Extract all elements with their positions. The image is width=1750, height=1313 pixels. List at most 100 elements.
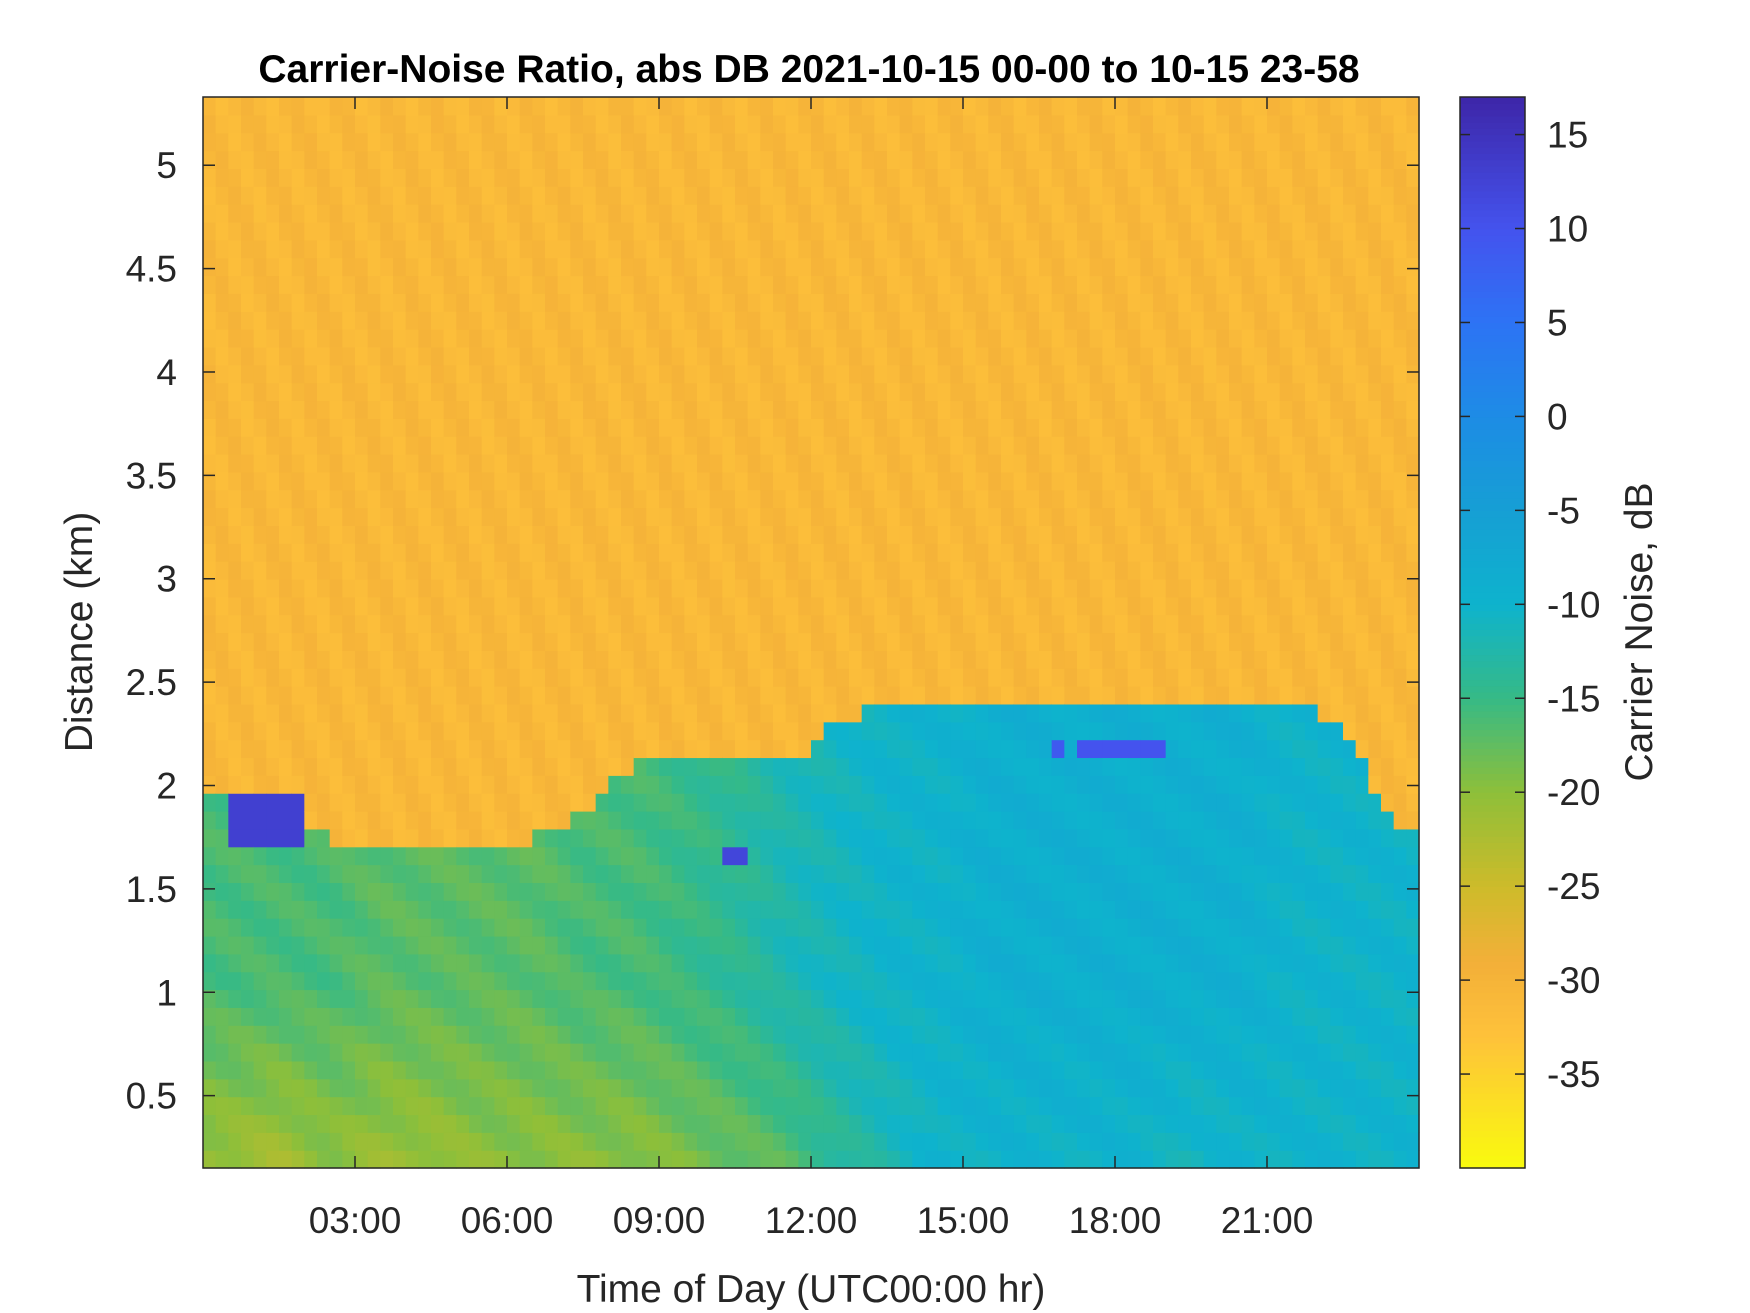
heatmap-cell xyxy=(608,828,622,848)
heatmap-cell xyxy=(405,311,419,330)
heatmap-cell xyxy=(887,1096,901,1116)
heatmap-cell xyxy=(1165,293,1179,312)
heatmap-cell xyxy=(785,346,799,366)
heatmap-cell xyxy=(950,471,964,491)
heatmap-cell xyxy=(621,596,635,616)
heatmap-cell xyxy=(646,168,660,187)
heatmap-cell xyxy=(1001,382,1015,402)
heatmap-cell xyxy=(722,614,736,634)
heatmap-cell xyxy=(836,400,850,419)
heatmap-cell xyxy=(1203,918,1217,937)
heatmap-cell xyxy=(633,507,647,526)
heatmap-cell xyxy=(507,561,521,580)
heatmap-cell xyxy=(519,971,533,991)
heatmap-cell xyxy=(1077,489,1091,509)
heatmap-cell xyxy=(760,578,774,598)
heatmap-cell xyxy=(456,257,470,277)
heatmap-cell xyxy=(1089,382,1103,402)
heatmap-cell xyxy=(431,239,445,259)
heatmap-cell xyxy=(1165,97,1179,116)
heatmap-cell xyxy=(798,454,812,473)
heatmap-cell xyxy=(215,364,229,384)
heatmap-cell xyxy=(583,507,597,526)
heatmap-cell xyxy=(621,1043,635,1062)
heatmap-cell xyxy=(1001,561,1015,580)
heatmap-cell xyxy=(1216,721,1230,741)
heatmap-cell xyxy=(405,935,419,955)
heatmap-cell xyxy=(836,382,850,402)
heatmap-cell xyxy=(887,543,901,562)
heatmap-cell xyxy=(735,186,749,205)
heatmap-cell xyxy=(443,614,457,634)
heatmap-cell xyxy=(304,1007,318,1026)
heatmap-cell xyxy=(570,150,584,169)
heatmap-cell xyxy=(266,489,280,509)
heatmap-cell xyxy=(671,739,685,759)
heatmap-cell xyxy=(811,329,825,348)
heatmap-cell xyxy=(1127,632,1141,651)
heatmap-cell xyxy=(431,721,445,741)
heatmap-cell xyxy=(241,1132,255,1151)
heatmap-cell xyxy=(823,811,837,830)
heatmap-cell xyxy=(418,828,432,848)
heatmap-cell xyxy=(532,1150,546,1169)
heatmap-cell xyxy=(874,311,888,330)
heatmap-cell xyxy=(1039,1132,1053,1151)
heatmap-cell xyxy=(646,739,660,759)
heatmap-cell xyxy=(1153,632,1167,651)
heatmap-cell xyxy=(329,293,343,312)
heatmap-cell xyxy=(887,364,901,384)
heatmap-cell xyxy=(545,132,559,152)
heatmap-cell xyxy=(1165,168,1179,187)
heatmap-cell xyxy=(887,114,901,134)
heatmap-cell xyxy=(697,364,711,384)
heatmap-cell xyxy=(1064,543,1078,562)
heatmap-cell xyxy=(595,668,609,687)
heatmap-cell xyxy=(798,168,812,187)
heatmap-cell xyxy=(1026,204,1040,223)
heatmap-cell xyxy=(241,918,255,937)
heatmap-cell xyxy=(697,186,711,205)
heatmap-cell xyxy=(342,989,356,1008)
heatmap-cell xyxy=(494,864,508,883)
heatmap-cell xyxy=(988,507,1002,526)
heatmap-cell xyxy=(899,596,913,616)
heatmap-cell xyxy=(849,454,863,473)
heatmap-cell xyxy=(342,1096,356,1116)
heatmap-cell xyxy=(279,1007,293,1026)
heatmap-cell xyxy=(203,364,217,384)
heatmap-cell xyxy=(1165,918,1179,937)
heatmap-cell xyxy=(393,132,407,152)
heatmap-cell xyxy=(405,989,419,1008)
heatmap-cell xyxy=(317,293,331,312)
heatmap-cell xyxy=(975,561,989,580)
heatmap-cell xyxy=(266,989,280,1008)
heatmap-cell xyxy=(519,650,533,669)
heatmap-cell xyxy=(975,686,989,705)
heatmap-cell xyxy=(342,578,356,598)
heatmap-cell xyxy=(1229,1114,1243,1133)
heatmap-cell xyxy=(912,400,926,419)
heatmap-cell xyxy=(1026,632,1040,651)
heatmap-cell xyxy=(355,703,369,723)
heatmap-cell xyxy=(646,686,660,705)
heatmap-cell xyxy=(735,97,749,116)
heatmap-cell xyxy=(823,1096,837,1116)
heatmap-cell xyxy=(494,543,508,562)
heatmap-cell xyxy=(1115,1150,1129,1169)
heatmap-cell xyxy=(1001,1060,1015,1080)
heatmap-cell xyxy=(1153,721,1167,741)
heatmap-cell xyxy=(1102,721,1116,741)
heatmap-cell xyxy=(1115,721,1129,741)
heatmap-cell xyxy=(836,989,850,1008)
heatmap-cell xyxy=(1051,204,1065,223)
heatmap-cell xyxy=(785,311,799,330)
heatmap-cell xyxy=(1178,971,1192,991)
heatmap-cell xyxy=(304,1078,318,1098)
heatmap-cell xyxy=(1216,1043,1230,1062)
heatmap-cell xyxy=(405,1114,419,1133)
heatmap-cell xyxy=(671,900,685,919)
heatmap-cell xyxy=(836,1078,850,1098)
heatmap-cell xyxy=(1140,204,1154,223)
heatmap-cell xyxy=(367,935,381,955)
